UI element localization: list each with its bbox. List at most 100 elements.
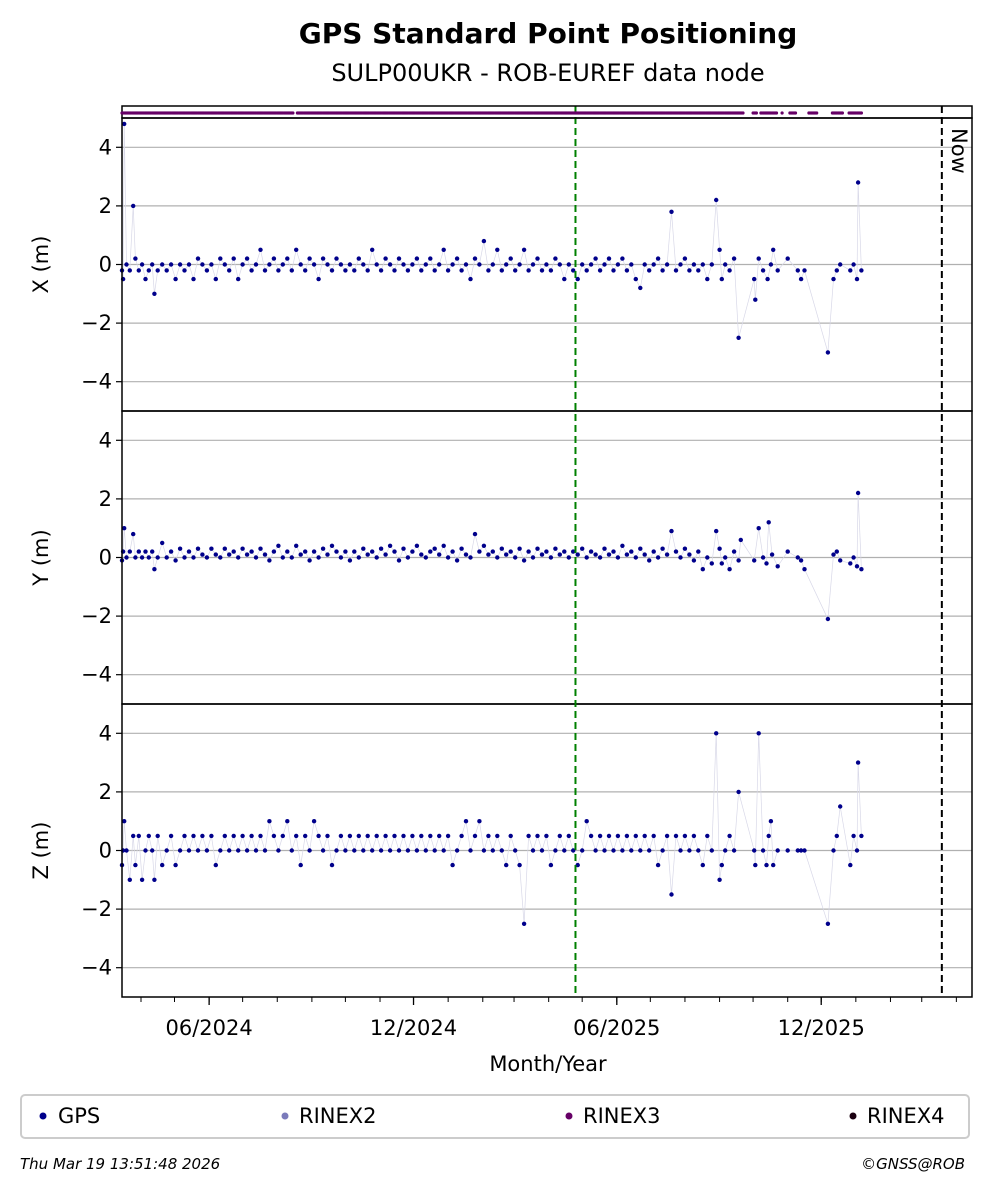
data-point: [146, 555, 151, 560]
data-point: [481, 238, 487, 244]
data-point: [437, 833, 442, 839]
data-point: [343, 848, 348, 853]
rinex3-day-mark: [741, 111, 745, 115]
data-point: [723, 555, 728, 560]
data-point: [557, 552, 562, 557]
rinex3-day-mark: [840, 111, 845, 115]
panel-frame: [121, 703, 973, 998]
data-point: [280, 833, 285, 839]
data-point: [463, 819, 469, 824]
data-point: [548, 862, 554, 868]
data-point: [848, 561, 853, 566]
data-point: [760, 268, 766, 273]
data-point: [249, 549, 254, 554]
data-point: [459, 833, 464, 839]
data-point: [432, 546, 437, 551]
data-point: [222, 833, 227, 839]
data-point: [526, 833, 531, 839]
data-point: [571, 848, 576, 853]
data-point: [571, 268, 576, 273]
data-point: [838, 804, 843, 809]
data-point: [764, 561, 769, 566]
data-point: [307, 558, 312, 563]
data-point: [356, 256, 361, 261]
data-point: [338, 555, 344, 560]
data-point: [164, 848, 169, 853]
data-point: [705, 555, 710, 560]
data-point: [352, 549, 357, 554]
data-point: [539, 552, 545, 557]
data-point: [209, 833, 214, 839]
data-point: [378, 268, 384, 273]
data-point: [387, 543, 393, 548]
data-point: [717, 247, 722, 252]
data-point: [481, 543, 487, 548]
data-point: [262, 552, 268, 557]
data-point: [521, 247, 527, 252]
data-point: [410, 262, 415, 267]
data-point: [802, 567, 807, 572]
data-point: [727, 833, 732, 839]
data-point: [691, 262, 697, 267]
data-point: [325, 262, 330, 267]
data-point: [517, 862, 522, 868]
data-point: [571, 549, 576, 554]
data-point: [218, 848, 223, 853]
data-point: [678, 555, 683, 560]
rinex3-day-mark: [774, 111, 779, 115]
y-axis-label: X (m): [29, 236, 53, 294]
data-point: [204, 268, 210, 273]
data-point: [752, 558, 757, 563]
data-point: [401, 833, 406, 839]
data-point: [647, 558, 652, 563]
data-point: [795, 268, 800, 273]
data-point: [553, 848, 558, 853]
data-point: [553, 256, 558, 261]
data-point: [289, 555, 294, 560]
data-point: [526, 549, 531, 554]
data-point: [311, 549, 317, 554]
data-point: [575, 552, 580, 557]
data-point: [218, 256, 223, 261]
data-point: [548, 268, 554, 273]
data-point: [320, 546, 326, 551]
x-axis: 06/2024 12/2024 06/2025 12/2025: [140, 997, 957, 1040]
legend-marker-rinex2: [281, 1112, 289, 1120]
data-point: [419, 833, 424, 839]
legend-box: [20, 1094, 970, 1139]
y-tick-label: −2: [81, 897, 112, 921]
data-point: [588, 262, 594, 267]
data-point: [191, 555, 196, 560]
data-point: [495, 833, 500, 839]
data-point: [271, 833, 277, 839]
y-tick-label: −2: [81, 311, 112, 335]
data-point: [696, 268, 701, 273]
data-point: [329, 862, 335, 868]
data-point: [240, 833, 245, 839]
y-axis-label: Z (m): [29, 822, 53, 880]
data-point: [136, 833, 141, 839]
data-point: [200, 833, 205, 839]
data-point: [383, 833, 388, 839]
data-point: [401, 262, 406, 267]
data-point: [294, 247, 299, 252]
data-point: [802, 268, 807, 273]
data-point: [182, 555, 187, 560]
data-point: [696, 848, 701, 853]
data-point: [155, 555, 160, 560]
data-point: [361, 262, 366, 267]
data-point: [240, 546, 245, 551]
panel-z: 4 2 0 −2 −4 Z (m): [29, 703, 973, 998]
rinex3-segment: [830, 111, 845, 115]
data-point: [227, 552, 232, 557]
data-point: [378, 848, 384, 853]
data-point: [633, 555, 638, 560]
data-point: [143, 276, 148, 282]
data-point: [633, 276, 638, 282]
data-point: [606, 256, 612, 261]
x-tick-label: 06/2024: [165, 1016, 252, 1040]
data-point: [160, 862, 165, 868]
data-point: [655, 862, 661, 868]
data-point: [139, 555, 145, 560]
data-point: [798, 848, 804, 853]
